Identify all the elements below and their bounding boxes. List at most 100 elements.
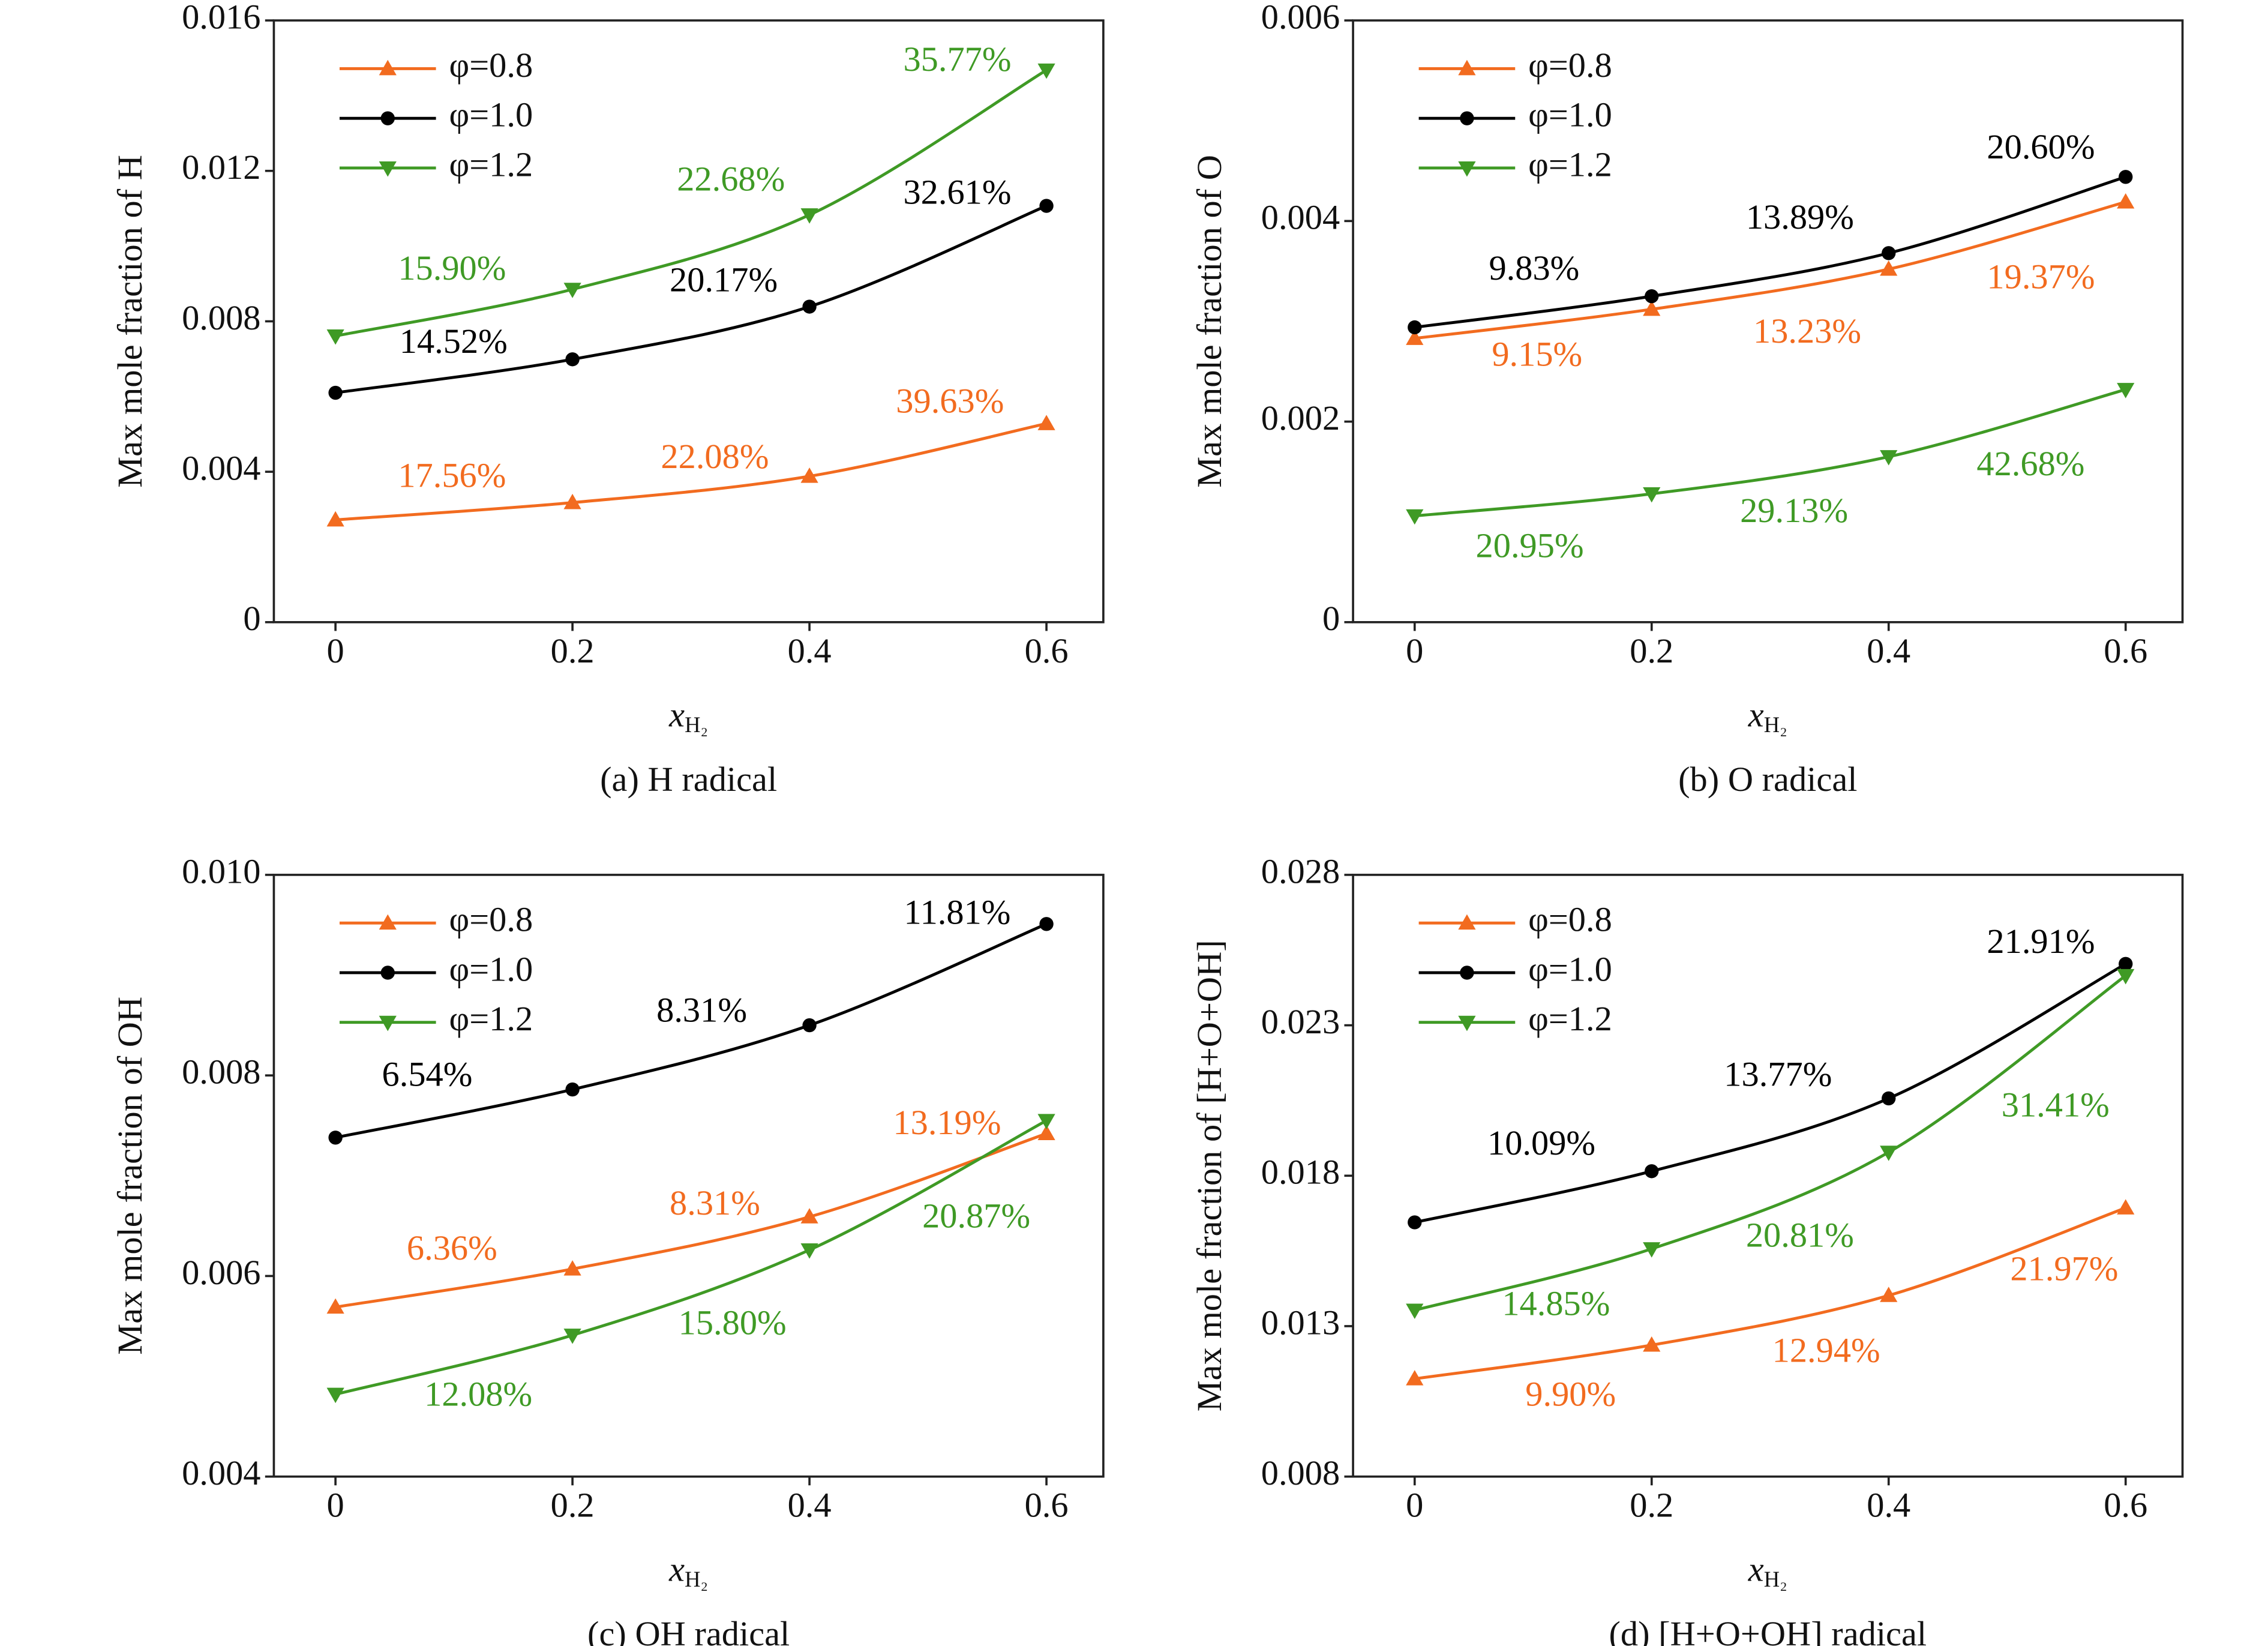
x-axis-label-sub: H₂ (685, 1567, 708, 1591)
marker (1643, 300, 1661, 316)
marker (1880, 450, 1898, 466)
marker (565, 1082, 580, 1097)
marker (800, 1208, 818, 1224)
line (335, 204, 1048, 394)
increase-label: 6.36% (407, 1228, 497, 1267)
marker (326, 511, 344, 527)
marker (2119, 957, 2133, 971)
marker (800, 1243, 818, 1259)
marker (1406, 509, 1424, 525)
marker (1406, 1303, 1424, 1320)
legend-label: φ=1.0 (449, 949, 533, 988)
caption: (a) H radical (600, 760, 777, 799)
caption: (d) [H+O+OH] radical (1609, 1614, 1927, 1646)
legend-label: φ=0.8 (449, 46, 533, 85)
increase-label: 29.13% (1740, 491, 1848, 530)
increase-label: 8.31% (656, 991, 747, 1030)
x-axis-label: xH₂ (668, 1550, 708, 1592)
increase-label: 35.77% (903, 40, 1011, 79)
plot-frame (1352, 874, 2184, 1478)
legend-marker (1458, 1015, 1476, 1032)
y-axis-label: Max mole fraction of H (110, 155, 149, 488)
y-tick-label: 0.016 (182, 0, 260, 36)
marker (800, 467, 818, 483)
x-tick-label: 0.2 (1630, 631, 1673, 670)
marker (802, 299, 817, 314)
legend-label: φ=0.8 (1528, 46, 1612, 85)
plot-frame (272, 874, 1105, 1478)
line (1414, 974, 2127, 1312)
increase-label: 22.08% (661, 437, 769, 476)
increase-label: 14.85% (1502, 1284, 1610, 1323)
x-tick-label: 0.6 (2104, 1486, 2147, 1525)
increase-label: 20.87% (922, 1197, 1030, 1236)
increase-label: 20.60% (1987, 127, 2095, 166)
increase-label: 15.90% (398, 248, 506, 287)
x-tick-label: 0.2 (551, 631, 595, 670)
line (335, 1132, 1047, 1309)
legend-marker (1460, 111, 1474, 125)
marker (2117, 969, 2135, 985)
caption: (c) OH radical (587, 1614, 790, 1646)
marker (1882, 1091, 1896, 1106)
legend-marker (1460, 966, 1474, 980)
marker (1645, 1164, 1659, 1179)
legend-marker (1458, 161, 1476, 177)
increase-label: 9.15% (1492, 335, 1582, 374)
increase-label: 8.31% (670, 1183, 760, 1222)
marker (326, 1298, 344, 1314)
marker (1039, 917, 1054, 931)
legend-label: φ=0.8 (1528, 900, 1612, 939)
marker (1406, 1370, 1424, 1386)
y-tick-label: 0.006 (1261, 0, 1340, 36)
increase-label: 15.80% (679, 1303, 787, 1342)
x-tick-label: 0.4 (1867, 1486, 1910, 1525)
y-tick-label: 0.004 (182, 449, 260, 488)
x-axis-label-sub: H₂ (1764, 1567, 1787, 1591)
marker (1037, 63, 1055, 79)
marker (1037, 415, 1055, 430)
x-axis-label: xH₂ (1748, 695, 1787, 737)
increase-label: 14.52% (400, 322, 508, 361)
y-tick-label: 0.004 (1261, 198, 1340, 237)
increase-label: 22.68% (677, 160, 785, 199)
legend-marker (1458, 59, 1476, 76)
marker (563, 493, 581, 509)
x-axis-label-main: x (668, 695, 685, 734)
legend-marker (1458, 914, 1476, 930)
x-tick-label: 0.4 (788, 1486, 832, 1525)
x-tick-label: 0 (1406, 1486, 1423, 1525)
marker (2119, 170, 2133, 184)
marker (1408, 320, 1422, 335)
x-tick-label: 0.2 (551, 1486, 595, 1525)
y-axis-label: Max mole fraction of OH (110, 997, 149, 1355)
legend-label: φ=1.2 (1528, 145, 1612, 184)
line (1414, 388, 2126, 518)
marker (565, 352, 580, 367)
marker (1882, 246, 1896, 260)
legend-label: φ=1.2 (449, 145, 533, 184)
x-axis-label-main: x (668, 1550, 685, 1589)
y-tick-label: 0.010 (182, 852, 260, 891)
increase-label: 13.89% (1746, 197, 1854, 236)
marker (1643, 1336, 1661, 1352)
increase-label: 9.83% (1489, 248, 1579, 287)
increase-label: 12.94% (1772, 1331, 1880, 1370)
marker (1880, 1287, 1898, 1302)
increase-label: 10.09% (1487, 1123, 1595, 1162)
marker (2117, 383, 2135, 398)
plot-frame (1352, 19, 2184, 623)
y-axis-label: Max mole fraction of [H+O+OH] (1190, 940, 1229, 1411)
increase-label: 13.77% (1724, 1055, 1832, 1094)
y-tick-label: 0.018 (1261, 1153, 1340, 1192)
y-tick-label: 0 (1322, 599, 1340, 638)
legend-label: φ=0.8 (449, 900, 533, 939)
increase-label: 17.56% (398, 456, 506, 495)
increase-label: 20.95% (1476, 526, 1584, 565)
x-tick-label: 0 (327, 1486, 344, 1525)
marker (1880, 260, 1898, 276)
legend-label: φ=1.0 (1528, 95, 1612, 134)
increase-label: 20.17% (670, 260, 778, 299)
marker (1408, 1215, 1422, 1230)
marker (802, 1018, 817, 1033)
